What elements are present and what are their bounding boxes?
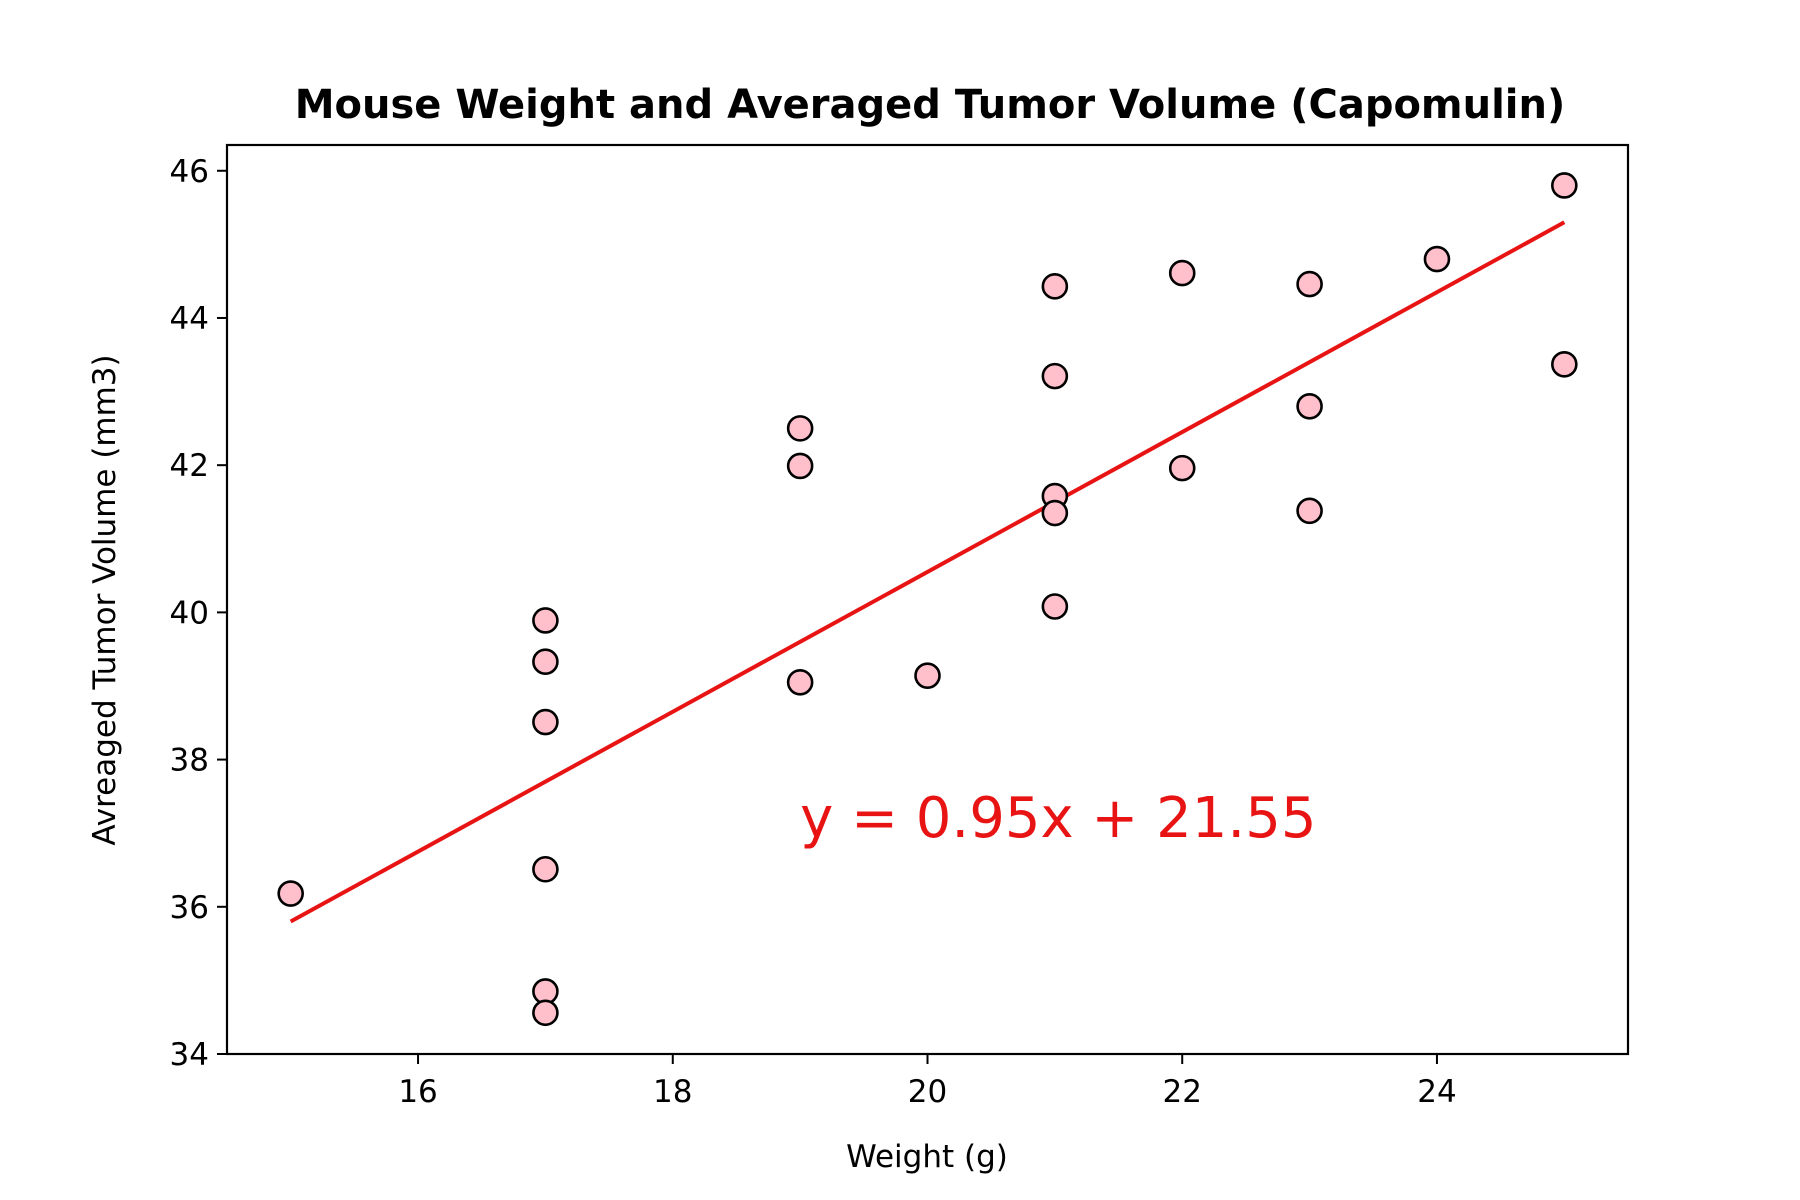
- data-point: [786, 452, 814, 480]
- data-point: [1168, 454, 1196, 482]
- y-tick-label: 36: [170, 890, 209, 926]
- y-tick-label: 34: [170, 1037, 209, 1073]
- data-point: [1041, 593, 1069, 620]
- data-point: [1551, 351, 1578, 378]
- data-point: [277, 880, 304, 907]
- data-point: [786, 415, 814, 442]
- data-point: [1423, 245, 1451, 273]
- data-point: [532, 708, 559, 736]
- regression-line: [289, 220, 1566, 924]
- y-axis-label: Avreaged Tumor Volume (mm3): [87, 354, 123, 845]
- data-point: [532, 999, 559, 1027]
- x-tick-label: 22: [1163, 1074, 1202, 1110]
- y-tick-label: 38: [170, 743, 209, 779]
- data-point: [1296, 497, 1323, 525]
- y-axis: 34 36 38 40 42 44 46: [170, 154, 227, 1073]
- data-point: [786, 669, 814, 696]
- regression-equation: y = 0.95x + 21.55: [800, 786, 1316, 851]
- x-tick-label: 18: [653, 1074, 692, 1110]
- y-tick-label: 44: [170, 301, 209, 337]
- data-point: [532, 648, 559, 675]
- x-tick-label: 20: [908, 1074, 947, 1110]
- data-point: [1041, 273, 1069, 300]
- data-point: [1041, 499, 1069, 527]
- x-axis-label: Weight (g): [846, 1139, 1008, 1175]
- data-point: [532, 855, 559, 883]
- plot-frame: [225, 143, 1630, 1056]
- y-tick-label: 40: [170, 595, 209, 631]
- chart-title: Mouse Weight and Averaged Tumor Volume (…: [295, 82, 1566, 128]
- x-tick-label: 24: [1417, 1074, 1456, 1110]
- y-tick-label: 42: [170, 448, 209, 484]
- data-point: [532, 607, 559, 634]
- x-tick-label: 16: [398, 1074, 437, 1110]
- data-point: [1168, 259, 1196, 287]
- data-point: [914, 662, 941, 689]
- scatter-points: [277, 172, 1578, 1027]
- data-point: [1551, 172, 1578, 199]
- data-point: [1041, 362, 1069, 390]
- y-tick-label: 46: [170, 154, 209, 190]
- data-point: [1296, 392, 1323, 420]
- x-axis: 16 18 20 22 24: [398, 1054, 1457, 1110]
- data-point: [1296, 270, 1323, 298]
